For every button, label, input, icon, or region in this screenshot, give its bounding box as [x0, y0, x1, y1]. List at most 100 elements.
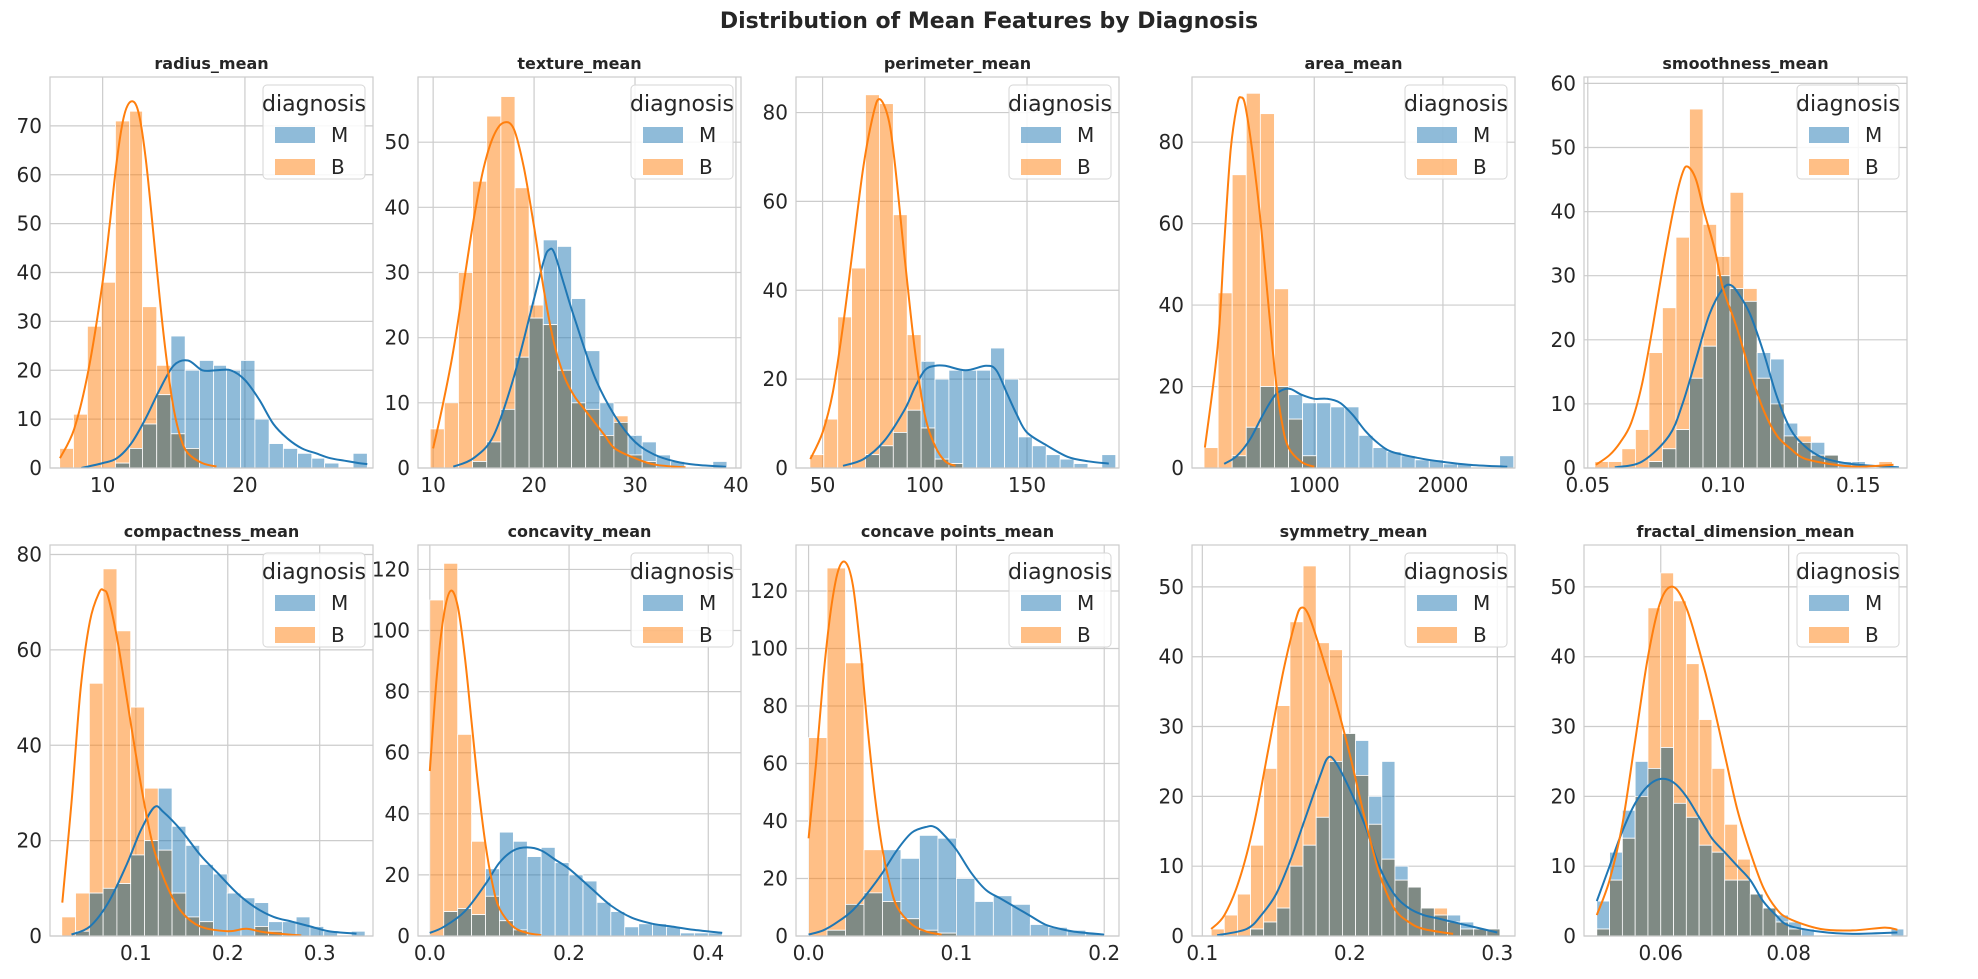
legend-label-M: M: [331, 123, 348, 147]
kde-curve-B: [809, 98, 956, 467]
bar-overlap: [1328, 761, 1343, 936]
x-tick-label: 40: [723, 473, 748, 497]
legend-label-B: B: [331, 155, 345, 179]
panel-title: radius_mean: [154, 54, 268, 73]
panel-texture_mean: 10 20 30 40 0 10 20 30 40 50 texture_mean diagnosis…: [385, 54, 749, 497]
x-tick-label: 0.4: [692, 941, 724, 965]
legend-label-B: B: [331, 623, 345, 647]
y-tick-label: 120: [372, 557, 410, 581]
bar-B: [130, 706, 145, 856]
bar-M: [1344, 406, 1360, 468]
legend: diagnosis MB: [262, 552, 366, 648]
x-tick-label: 0.1: [1186, 941, 1218, 965]
bar-B: [865, 94, 880, 456]
bar-overlap: [879, 445, 894, 468]
bar-M: [948, 369, 964, 464]
kde-curve-B: [807, 560, 942, 936]
legend-swatch-M: [1021, 127, 1061, 143]
bar-M: [568, 874, 584, 936]
bar-overlap: [613, 421, 629, 468]
bar-B: [845, 662, 865, 905]
y-tick-label: 20: [1551, 784, 1576, 808]
bar-B: [1647, 607, 1662, 769]
bar-overlap: [142, 423, 158, 468]
bar-M: [1368, 795, 1383, 825]
bar-B: [1231, 174, 1247, 457]
legend-label-B: B: [699, 623, 713, 647]
bar-overlap: [1289, 865, 1304, 936]
bar-overlap: [1460, 928, 1475, 936]
bar-M: [268, 443, 284, 468]
bar-overlap: [892, 432, 908, 468]
legend-label-B: B: [699, 155, 713, 179]
bar-B: [808, 737, 828, 936]
bar-overlap: [882, 901, 902, 936]
bar-M: [638, 923, 653, 936]
bar-overlap: [1675, 429, 1690, 468]
bar-B: [1685, 663, 1700, 818]
x-tick-label: 0.10: [1701, 473, 1746, 497]
legend-label-M: M: [331, 591, 348, 615]
legend-swatch-M: [643, 595, 683, 611]
bar-B: [115, 120, 131, 464]
axes-frame: [795, 544, 1120, 937]
legend-swatch-M: [1021, 595, 1061, 611]
bar-overlap: [1698, 844, 1713, 936]
axes-frame: [795, 76, 1120, 469]
bar-M: [937, 837, 957, 934]
bar-B: [429, 599, 445, 936]
x-tick-label: 1000: [1289, 473, 1340, 497]
kde-curve-B: [1595, 585, 1898, 932]
bar-B: [514, 187, 530, 358]
bar-M: [1288, 394, 1303, 420]
bar-M: [1011, 903, 1031, 936]
plot-area: [809, 94, 1117, 468]
bar-M: [934, 378, 950, 460]
y-tick-label: 40: [763, 809, 788, 833]
kde-curve-B: [1203, 96, 1315, 468]
bar-overlap: [1647, 768, 1662, 936]
panel-concavity_mean: 0.0 0.2 0.4 0 20 40 60 80 100 120 concavity_meandi…: [372, 522, 742, 965]
bar-B: [1689, 108, 1704, 379]
bar-M: [1073, 463, 1089, 468]
axes-frame: [49, 76, 374, 469]
bar-B: [1743, 288, 1758, 302]
bar-overlap: [1355, 775, 1370, 936]
y-tick-label: 20: [1551, 328, 1576, 352]
legend: diagnosis MB: [630, 84, 734, 180]
plot-area: [61, 568, 366, 936]
bar-M: [499, 831, 514, 922]
y-tick-label: 20: [1159, 784, 1184, 808]
panel-fractal_dimension_mean: 0.06 0.08 0 10 20 30 40 50 fractal_dimension_mea…: [1551, 522, 1908, 965]
legend-label-B: B: [1473, 623, 1487, 647]
legend-swatch-M: [643, 127, 683, 143]
legend-title: diagnosis: [262, 92, 366, 117]
y-tick-label: 0: [1563, 456, 1576, 480]
y-tick-label: 20: [763, 867, 788, 891]
y-tick-label: 30: [1551, 264, 1576, 288]
bar-M: [1018, 436, 1033, 468]
bar-overlap: [1621, 837, 1636, 936]
legend-swatch-B: [275, 627, 315, 643]
legend: diagnosis MB: [1796, 84, 1900, 180]
legend-swatch-M: [275, 127, 315, 143]
bar-M: [268, 921, 283, 932]
bar-overlap: [1788, 928, 1802, 936]
legend: diagnosis MB: [1008, 84, 1112, 180]
y-tick-label: 40: [17, 261, 42, 285]
figure-suptitle: Distribution of Mean Features by Diagnos…: [720, 9, 1258, 34]
bar-B: [457, 733, 473, 909]
bar-overlap: [1749, 893, 1764, 936]
panel-smoothness_mean: 0.05 0.10 0.15 0 10 20 30 40 50 60 smoothness_mean…: [1551, 54, 1908, 497]
bar-overlap: [514, 356, 530, 468]
bar-B: [1315, 642, 1330, 818]
bar-M: [1442, 463, 1458, 468]
y-tick-label: 60: [17, 638, 42, 662]
x-tick-label: 150: [1008, 473, 1046, 497]
x-tick-label: 0.2: [212, 941, 244, 965]
bar-overlap: [920, 427, 936, 468]
x-tick-label: 0.3: [304, 941, 336, 965]
legend-swatch-B: [1417, 627, 1457, 643]
plot-area: [1595, 572, 1905, 936]
